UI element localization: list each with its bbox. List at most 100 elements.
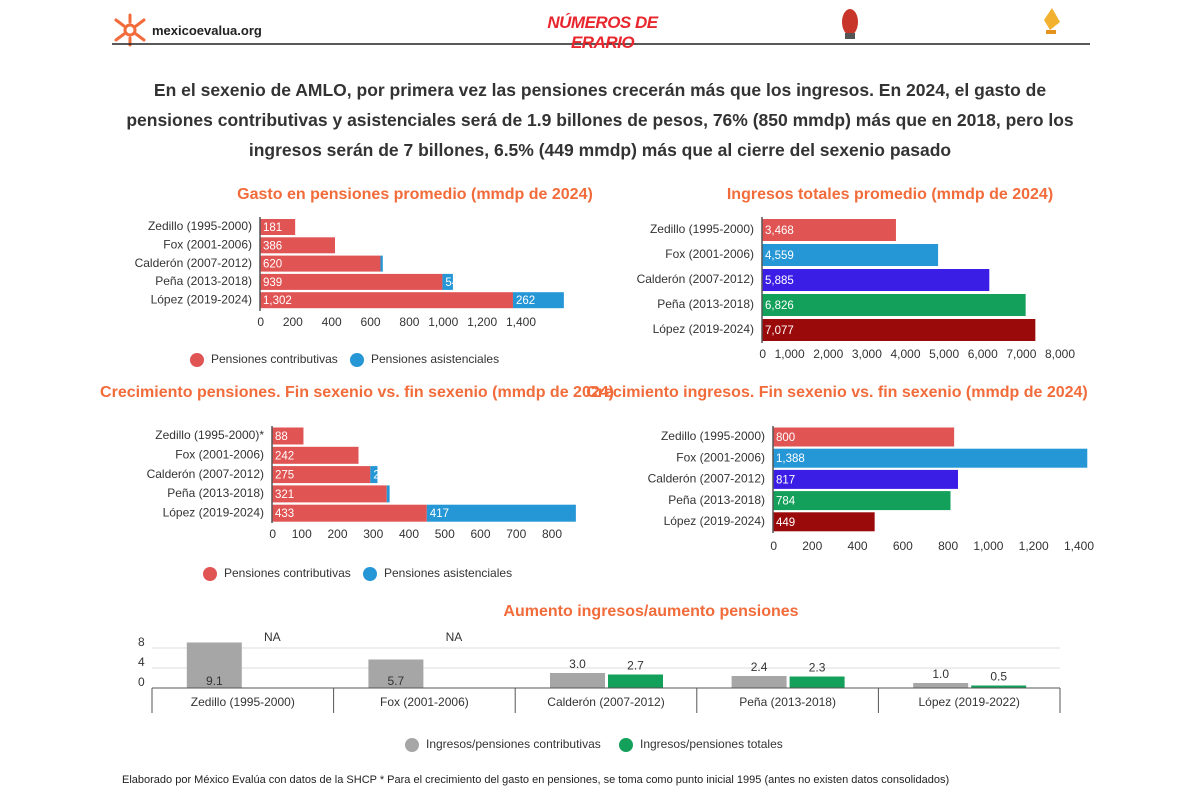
bar <box>762 269 990 291</box>
bar <box>368 659 424 688</box>
x-tick-label: 5,000 <box>929 347 959 361</box>
x-tick-label: 800 <box>938 539 958 553</box>
category-label: Calderón (2007-2012) <box>135 256 252 270</box>
x-tick-label: 0 <box>759 347 766 361</box>
category-label: Peña (2013-2018) <box>668 493 765 507</box>
category-label: Calderón (2007-2012) <box>147 467 264 481</box>
x-tick-label: 500 <box>435 527 455 541</box>
value-label: 433 <box>275 508 294 520</box>
bar <box>608 674 663 688</box>
legend-label: Ingresos/pensiones contributivas <box>426 737 601 751</box>
x-tick-label: 1,000 <box>775 347 805 361</box>
bar <box>186 642 242 688</box>
value-label: 800 <box>776 432 795 444</box>
category-label: López (2019-2024) <box>163 505 264 519</box>
x-tick-label: 1,000 <box>973 539 1003 553</box>
value-label: NA <box>264 630 281 644</box>
x-tick-label: 200 <box>283 315 303 329</box>
chart-title: Aumento ingresos/aumento pensiones <box>503 603 798 620</box>
bar <box>272 485 387 503</box>
category-label: Fox (2001-2006) <box>175 447 264 461</box>
x-tick-label: 400 <box>848 539 868 553</box>
chart-title: Crecimiento pensiones. Fin sexenio vs. f… <box>100 384 614 401</box>
bar <box>260 219 296 235</box>
legend-swatch <box>190 353 204 367</box>
value-label: 5.7 <box>388 674 405 688</box>
value-label: 4,559 <box>765 250 794 262</box>
value-label: 1,302 <box>263 295 292 307</box>
bar <box>260 237 335 254</box>
category-label: Peña (2013-2018) <box>657 297 754 311</box>
bar <box>272 504 427 522</box>
x-tick-label: 8,000 <box>1045 347 1075 361</box>
value-label: 386 <box>263 240 282 252</box>
x-tick-label: Fox (2001-2006) <box>380 695 469 709</box>
x-tick-label: 1,400 <box>506 315 536 329</box>
headline: En el sexenio de AMLO, por primera vez l… <box>126 80 1074 160</box>
legend-label: Pensiones asistenciales <box>384 566 512 580</box>
x-tick-label: 600 <box>893 539 913 553</box>
value-label: 1.0 <box>932 667 949 681</box>
x-tick-label: 1,000 <box>428 315 458 329</box>
value-label: 3,468 <box>765 225 794 237</box>
bar <box>731 676 787 688</box>
bar <box>773 491 951 511</box>
category-label: Zedillo (1995-2000) <box>148 219 252 233</box>
x-tick-label: 400 <box>399 527 419 541</box>
category-label: Fox (2001-2006) <box>665 247 754 261</box>
x-tick-label: 4,000 <box>890 347 920 361</box>
bar <box>272 466 371 484</box>
bar <box>512 292 564 309</box>
value-label: 784 <box>776 496 796 508</box>
x-tick-label: 100 <box>292 527 312 541</box>
value-label: 2.7 <box>627 659 644 673</box>
bar <box>260 292 513 309</box>
x-tick-label: Zedillo (1995-2000) <box>191 695 295 709</box>
value-label: 20 <box>373 470 386 482</box>
category-label: López (2019-2024) <box>151 292 252 306</box>
bar <box>762 294 1026 316</box>
legend-swatch <box>405 738 419 752</box>
chart-title: Ingresos totales promedio (mmdp de 2024) <box>727 186 1053 203</box>
legend-label: Pensiones asistenciales <box>371 352 499 366</box>
value-label: 9.1 <box>206 674 223 688</box>
value-label: 5,885 <box>765 275 794 287</box>
value-label: 417 <box>430 508 449 520</box>
value-label: 0.5 <box>990 670 1007 684</box>
value-label: 321 <box>275 489 294 501</box>
category-label: Peña (2013-2018) <box>167 486 264 500</box>
value-label: NA <box>446 630 463 644</box>
chart-title: Crecimiento ingresos. Fin sexenio vs. fi… <box>586 384 1087 401</box>
x-tick-label: 3,000 <box>852 347 882 361</box>
legend-label: Pensiones contributivas <box>224 566 351 580</box>
bar <box>789 676 845 688</box>
x-tick-label: 2,000 <box>813 347 843 361</box>
x-tick-label: 0 <box>269 527 276 541</box>
value-label: 2.4 <box>751 660 768 674</box>
x-tick-label: 0 <box>770 539 777 553</box>
category-label: Zedillo (1995-2000) <box>661 429 765 443</box>
site-name: mexicoevalua.org <box>152 23 262 38</box>
x-tick-label: 0 <box>257 315 264 329</box>
bar <box>550 673 605 688</box>
legend-swatch <box>363 567 377 581</box>
bar <box>272 446 359 464</box>
brand-logo: NÚMEROS DE ERARIO <box>547 13 658 52</box>
value-label: 6,826 <box>765 300 794 312</box>
value-label: 1,388 <box>776 453 805 465</box>
value-label: 8 <box>390 489 396 501</box>
x-tick-label: 7,000 <box>1006 347 1036 361</box>
category-label: Calderón (2007-2012) <box>637 272 754 286</box>
x-tick-label: 300 <box>363 527 383 541</box>
category-label: Zedillo (1995-2000)* <box>155 428 264 442</box>
x-tick-label: 6,000 <box>968 347 998 361</box>
bar <box>773 469 958 489</box>
value-label: 939 <box>263 277 282 289</box>
x-tick-label: López (2019-2022) <box>918 695 1019 709</box>
legend-label: Ingresos/pensiones totales <box>640 737 783 751</box>
category-label: López (2019-2024) <box>664 514 765 528</box>
legend-label: Pensiones contributivas <box>211 352 338 366</box>
x-tick-label: Calderón (2007-2012) <box>547 695 664 709</box>
y-tick-label: 0 <box>138 675 145 689</box>
